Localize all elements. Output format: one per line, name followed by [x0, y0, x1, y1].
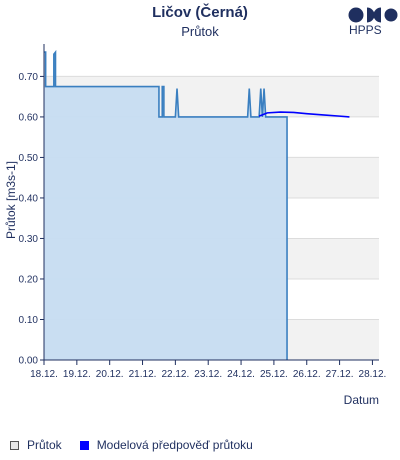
- x-tick-label: 27.12.: [326, 369, 354, 380]
- x-tick-label: 18.12.: [30, 369, 58, 380]
- y-tick-label: 0.50: [19, 153, 39, 164]
- x-tick-label: 28.12.: [359, 369, 387, 380]
- legend-label-prutok: Průtok: [27, 438, 62, 452]
- x-tick-label: 25.12.: [260, 369, 288, 380]
- x-tick-label: 22.12.: [161, 369, 189, 380]
- y-tick-label: 0.10: [19, 315, 39, 326]
- hpps-logo-icon: [348, 7, 398, 23]
- x-axis-title: Datum: [344, 393, 379, 407]
- forecast-line: [258, 111, 350, 118]
- chart-subtitle: Průtok: [181, 24, 219, 39]
- y-tick-label: 0.00: [19, 356, 39, 367]
- legend-swatch-prutok: [10, 440, 19, 450]
- chart-title: Ličov (Černá): [152, 4, 248, 21]
- x-tick-label: 20.12.: [96, 369, 124, 380]
- y-tick-label: 0.60: [19, 112, 39, 123]
- x-tick-label: 24.12.: [227, 369, 255, 380]
- x-tick-label: 21.12.: [129, 369, 157, 380]
- flow-line: [44, 49, 288, 360]
- logo-text: HPPS: [349, 23, 382, 37]
- legend-swatch-forecast: [79, 440, 89, 450]
- y-axis-title: Průtok [m3s-1]: [4, 161, 18, 239]
- x-tick-label: 23.12.: [194, 369, 222, 380]
- legend-item-prutok[interactable]: Průtok: [10, 438, 62, 452]
- flow-area: [44, 52, 288, 360]
- legend-item-forecast[interactable]: Modelová předpověď průtoku: [79, 438, 253, 452]
- y-tick-label: 0.70: [19, 72, 39, 83]
- legend-label-forecast: Modelová předpověď průtoku: [96, 438, 253, 452]
- x-tick-label: 26.12.: [293, 369, 321, 380]
- y-tick-label: 0.20: [19, 274, 39, 285]
- x-tick-label: 19.12.: [63, 369, 91, 380]
- legend: Průtok Modelová předpověď průtoku: [10, 438, 271, 452]
- y-tick-label: 0.40: [19, 193, 39, 204]
- y-tick-label: 0.30: [19, 234, 39, 245]
